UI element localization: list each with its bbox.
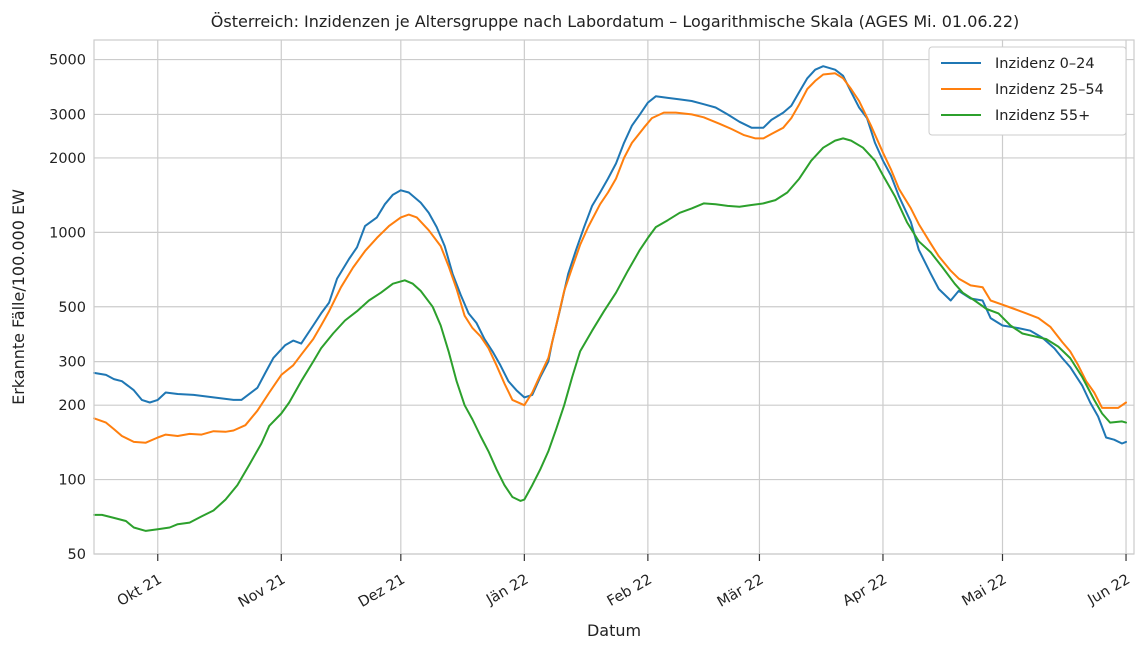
- series-layer: [93, 65, 1127, 532]
- y-tick-label: 1000: [49, 225, 86, 241]
- y-tick-label: 500: [58, 300, 86, 316]
- grid: [94, 40, 1134, 555]
- y-axis-label: Erkannte Fälle/100.000 EW: [9, 189, 28, 405]
- legend-box: [928, 46, 1127, 136]
- legend-entry: Inzidenz 55+: [995, 108, 1090, 124]
- legend-entry: Inzidenz 0–24: [995, 56, 1095, 72]
- series-line: [93, 72, 1127, 444]
- y-tick-label: 200: [58, 398, 86, 414]
- y-tick-label: 5000: [49, 53, 86, 69]
- y-tick-label: 3000: [49, 107, 86, 123]
- chart-title: Österreich: Inzidenzen je Altersgruppe n…: [211, 12, 1019, 31]
- y-tick-label: 300: [58, 355, 86, 371]
- y-tick-label: 100: [58, 473, 86, 489]
- series-line: [93, 137, 1127, 532]
- x-axis-label: Datum: [587, 621, 641, 640]
- legend-entry: Inzidenz 25–54: [995, 82, 1104, 98]
- series-line: [93, 65, 1127, 445]
- y-tick-label: 50: [68, 547, 86, 563]
- y-axis: 50 100 200 300 500 1000 2000 3000 5000: [49, 53, 86, 563]
- plot-frame: [93, 39, 1135, 555]
- legend: Inzidenz 0–24 Inzidenz 25–54 Inzidenz 55+: [928, 46, 1127, 136]
- y-tick-label: 2000: [49, 151, 86, 167]
